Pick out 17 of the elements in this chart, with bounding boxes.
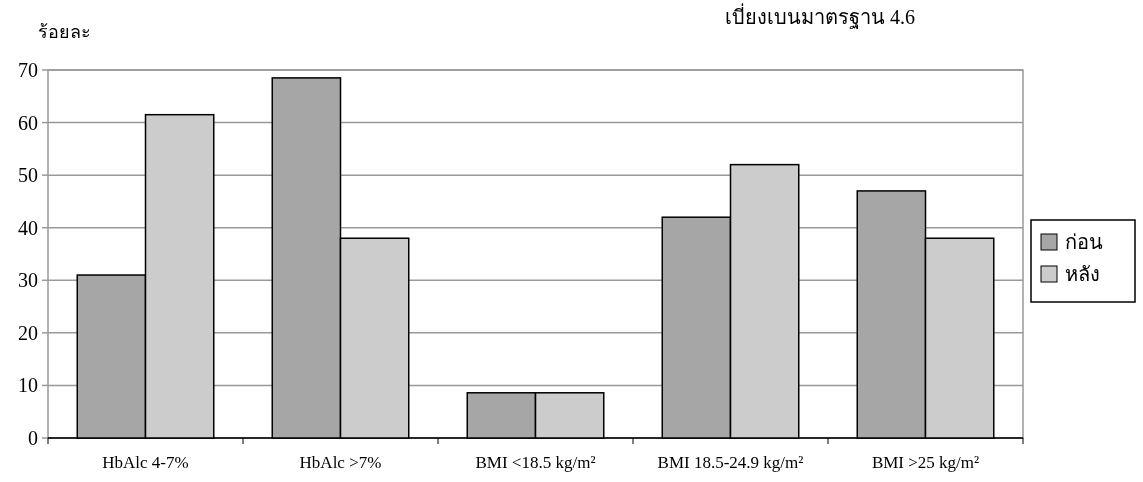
chart-title: เบี่ยงเบนมาตรฐาน 4.6 [725,3,915,29]
legend-label: หลัง [1065,263,1100,285]
x-tick-label: BMI 18.5-24.9 kg/m² [657,453,804,472]
y-tick-label: 50 [18,164,38,187]
x-tick-label: HbAlc 4-7% [102,453,189,472]
legend-label: ก่อน [1065,231,1103,253]
y-tick-label: 70 [18,59,38,81]
x-tick-label: HbAlc >7% [299,453,382,472]
y-tick-label: 40 [18,216,38,239]
y-axis-title: ร้อยละ [38,22,91,42]
y-tick-label: 10 [18,374,38,397]
x-tick-label: BMI <18.5 kg/m² [475,453,596,472]
y-tick-label: 60 [18,111,38,134]
y-tick-label: 20 [18,321,38,344]
y-tick-label: 0 [28,427,38,449]
x-tick-label: BMI >25 kg/m² [871,453,980,472]
y-tick-label: 30 [18,269,38,292]
